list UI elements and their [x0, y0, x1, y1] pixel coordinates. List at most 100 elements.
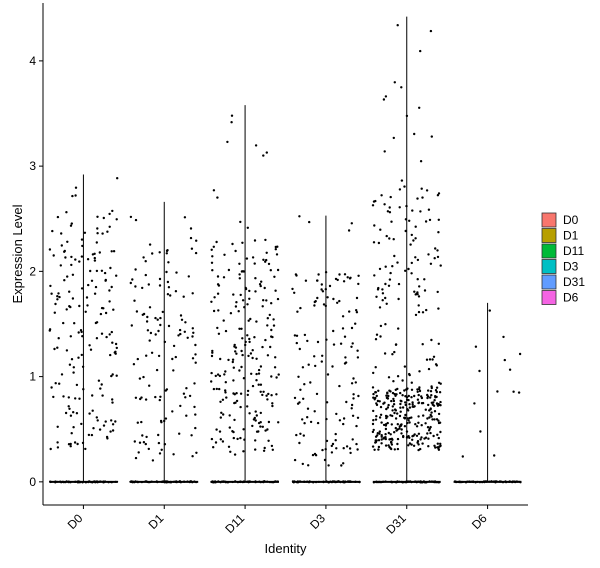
data-point [410, 388, 414, 391]
data-point [53, 311, 56, 314]
data-point [423, 278, 426, 281]
data-point [131, 278, 134, 281]
data-point [158, 398, 161, 402]
data-point [141, 313, 144, 316]
data-point [396, 437, 400, 441]
data-point [249, 352, 253, 355]
data-point [400, 179, 404, 182]
data-point [433, 257, 436, 260]
data-point [421, 196, 424, 199]
data-point [221, 440, 225, 443]
violins [82, 16, 489, 482]
data-point [396, 387, 399, 391]
legend-label: D11 [563, 244, 584, 258]
data-point [417, 295, 421, 298]
data-point [216, 283, 220, 286]
data-point [401, 394, 404, 397]
data-point [420, 395, 423, 398]
data-point [224, 389, 227, 392]
data-point [496, 390, 499, 393]
data-point [53, 347, 56, 351]
data-point [222, 319, 225, 322]
data-point [74, 258, 77, 261]
data-point [87, 283, 90, 287]
data-point [417, 401, 420, 405]
data-point [397, 297, 400, 301]
data-point [381, 292, 385, 295]
data-point [332, 343, 336, 346]
data-point [137, 451, 140, 454]
data-point [394, 343, 398, 346]
data-point [408, 373, 411, 377]
data-point [414, 313, 418, 317]
data-point [338, 273, 341, 276]
data-point [57, 337, 60, 340]
data-point [372, 392, 375, 396]
data-point [435, 402, 439, 405]
data-point [157, 354, 161, 358]
data-point [100, 332, 104, 335]
data-point [371, 445, 375, 448]
data-point [372, 419, 375, 422]
data-point [266, 428, 269, 431]
data-point [224, 391, 227, 394]
data-point [262, 258, 265, 261]
data-point [111, 398, 114, 401]
y-tick-label: 1 [29, 370, 36, 384]
data-point [419, 49, 422, 53]
data-point [309, 381, 312, 384]
data-point [166, 280, 170, 284]
data-point [110, 250, 113, 253]
data-point [248, 412, 251, 415]
data-point [404, 413, 407, 417]
data-point [93, 292, 97, 295]
data-point [259, 425, 262, 428]
data-point [251, 349, 254, 352]
data-point [395, 429, 398, 432]
data-point [313, 355, 316, 358]
data-point [341, 315, 345, 318]
data-point [93, 256, 97, 260]
data-point [257, 368, 261, 372]
data-point [350, 345, 353, 348]
data-point [219, 357, 222, 361]
data-point [371, 422, 375, 426]
data-point [239, 220, 242, 224]
data-point [239, 405, 242, 409]
data-point [227, 268, 231, 272]
data-point [429, 413, 432, 417]
data-point [222, 413, 225, 416]
data-point [111, 429, 115, 432]
data-point [248, 297, 251, 300]
data-point [158, 277, 162, 281]
data-point [308, 220, 311, 224]
data-point [377, 241, 381, 245]
data-point [478, 369, 481, 373]
data-point [374, 391, 378, 394]
data-point [304, 279, 308, 282]
data-point [242, 377, 246, 380]
data-point [340, 464, 343, 467]
data-point [338, 299, 341, 303]
data-point [218, 374, 222, 378]
data-point [68, 305, 71, 308]
data-point [136, 357, 139, 361]
data-point [379, 324, 383, 328]
data-point [371, 430, 375, 434]
data-point [62, 321, 65, 325]
data-point [193, 382, 196, 385]
data-point [303, 383, 306, 386]
data-point [255, 320, 258, 323]
data-point [295, 433, 298, 437]
data-point [56, 446, 60, 449]
data-point [134, 218, 138, 222]
data-point [232, 293, 235, 296]
data-point [398, 425, 401, 428]
jitter-points [48, 24, 522, 484]
data-point [387, 376, 391, 379]
data-point [145, 320, 149, 323]
data-point [96, 232, 99, 235]
data-point [437, 412, 441, 416]
data-point [517, 391, 521, 394]
data-point [246, 393, 249, 397]
